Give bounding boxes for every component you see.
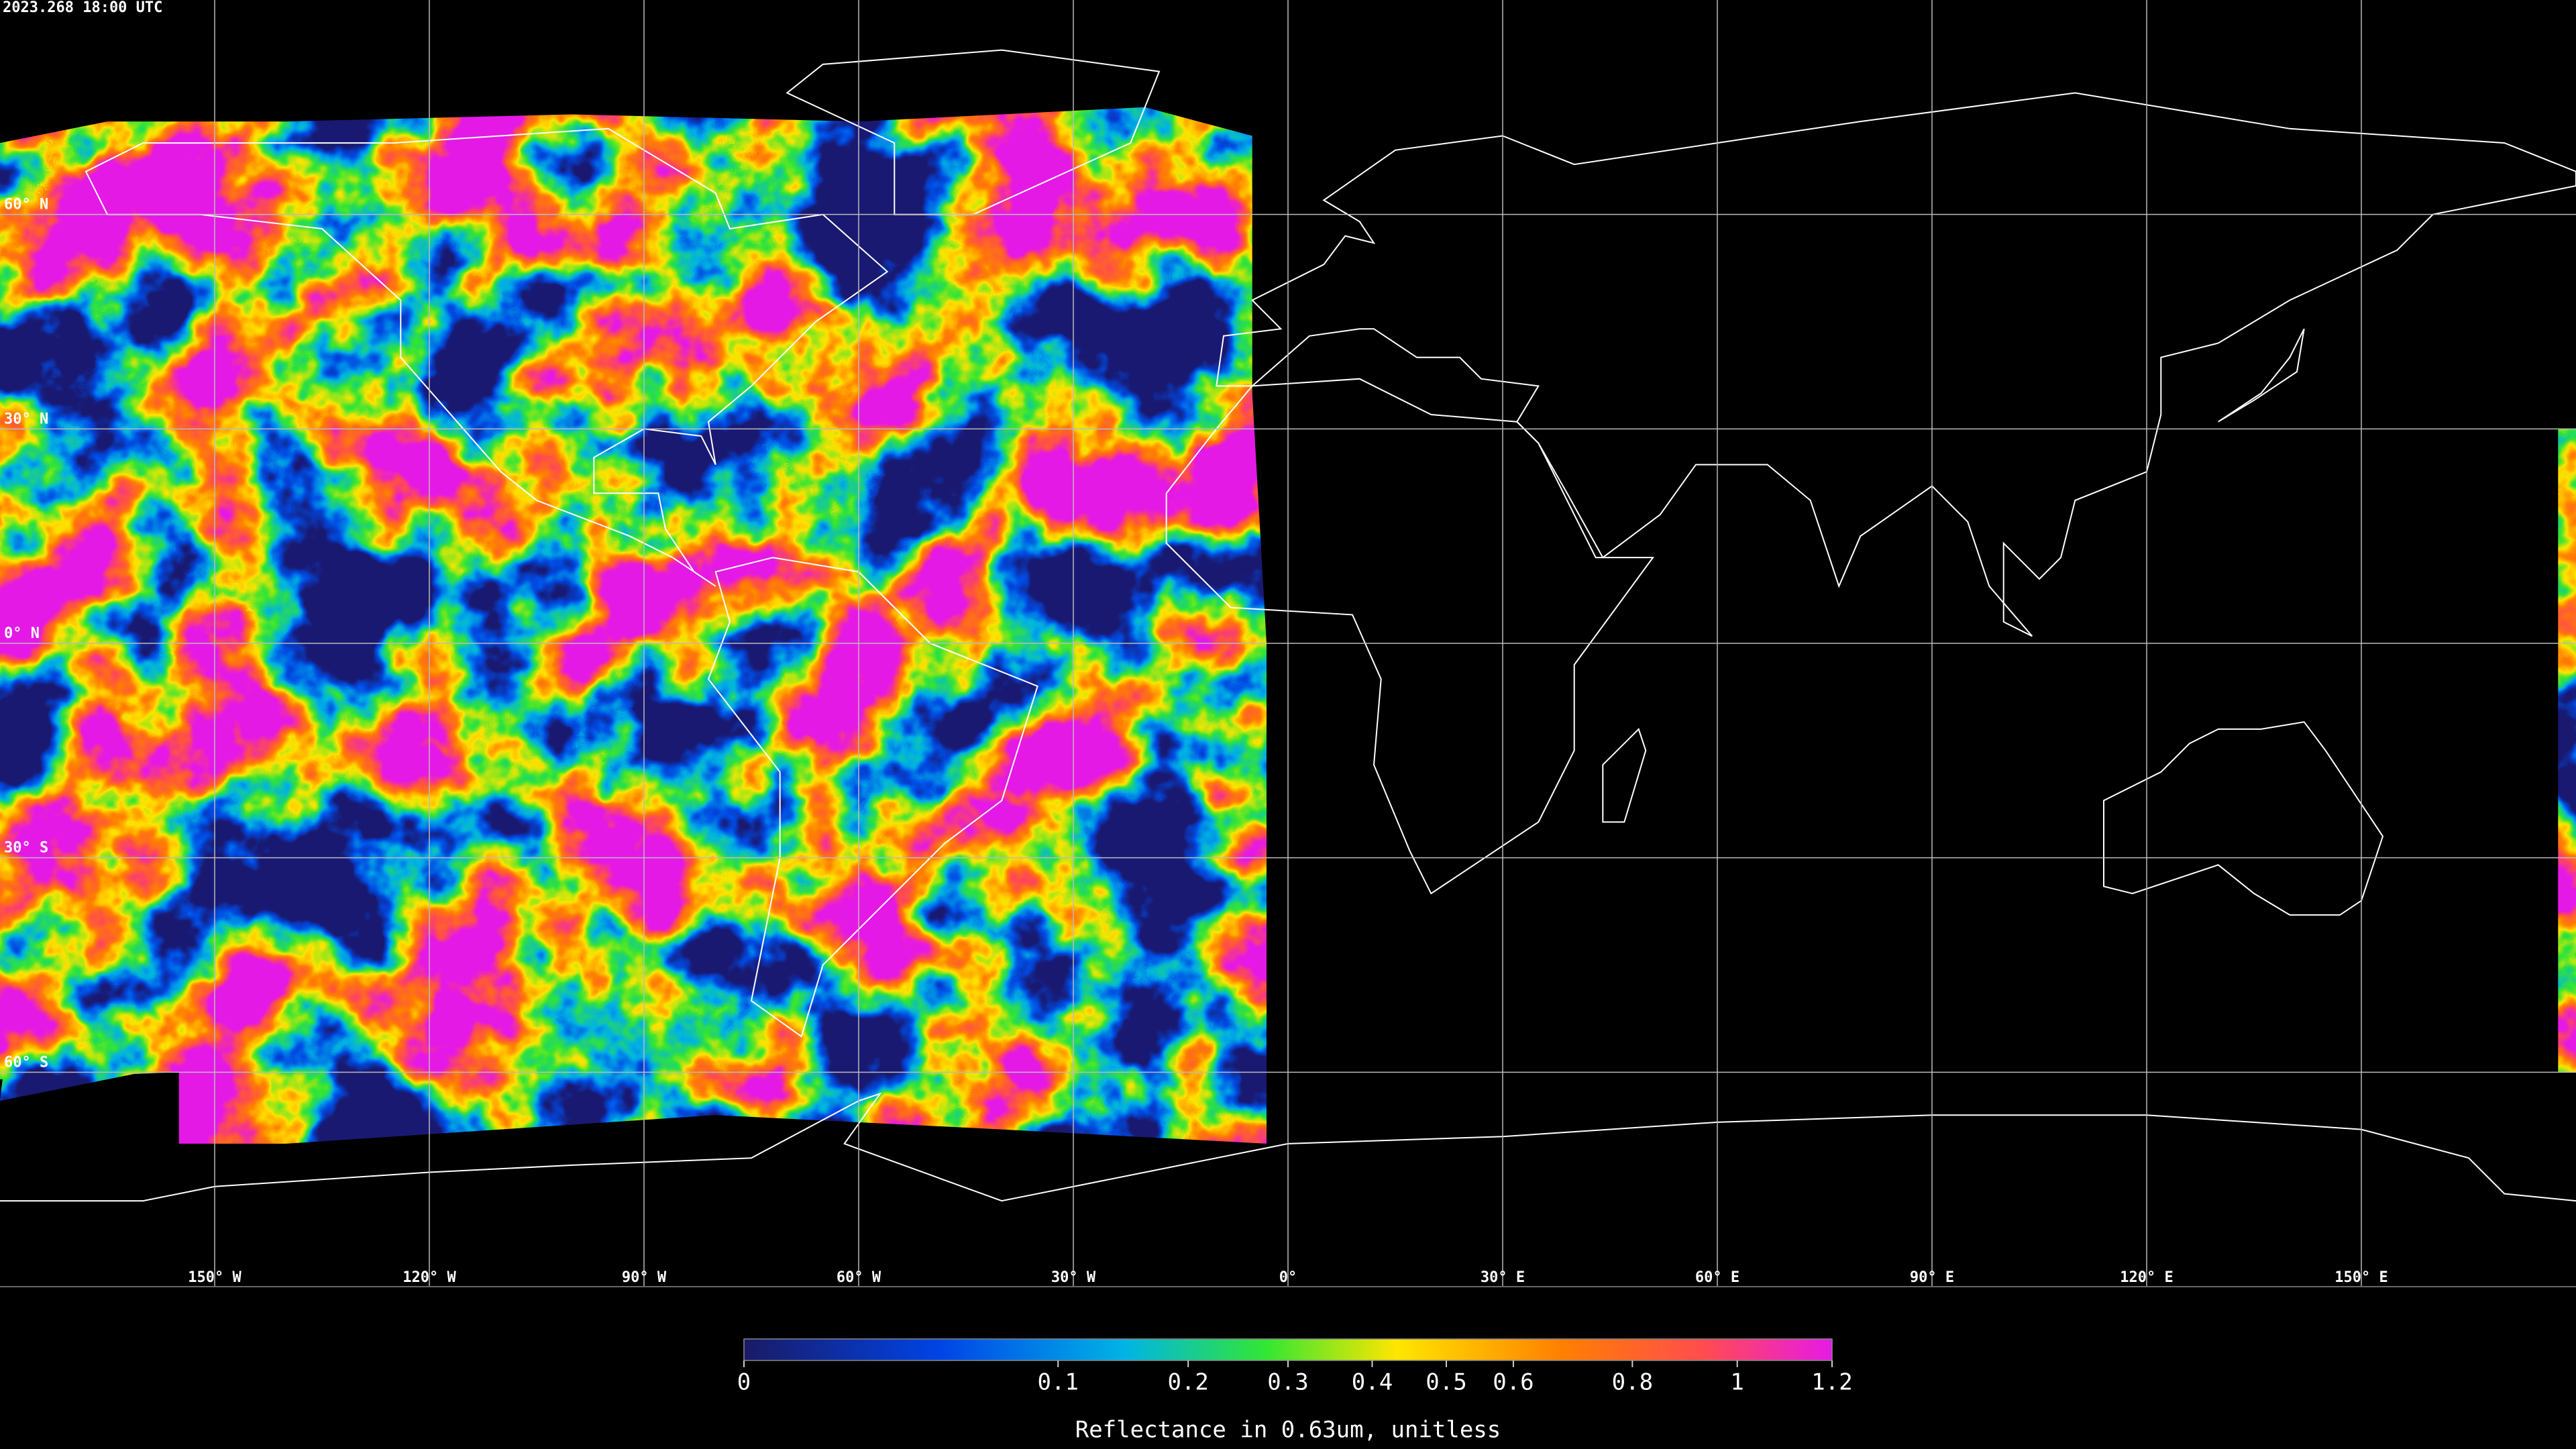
coastline bbox=[1165, 378, 1654, 895]
longitude-label: 60° W bbox=[837, 1269, 881, 1286]
colorbar-tick-label: 1 bbox=[1730, 1369, 1743, 1396]
coastline bbox=[707, 557, 1038, 1038]
longitude-label: 60° E bbox=[1695, 1269, 1739, 1286]
latitude-label: 60° S bbox=[4, 1054, 48, 1071]
coastline bbox=[85, 127, 889, 587]
longitude-label: 150° E bbox=[2334, 1269, 2387, 1286]
colorbar-label: Reflectance in 0.63um, unitless bbox=[1075, 1417, 1501, 1444]
coastline bbox=[1602, 728, 1647, 823]
latitude-label: 30° S bbox=[4, 840, 48, 857]
coastline bbox=[1216, 92, 2576, 637]
longitude-label: 0° bbox=[1279, 1269, 1297, 1286]
latitude-label: 30° N bbox=[4, 411, 48, 427]
colorbar-tick-label: 0.2 bbox=[1167, 1369, 1208, 1396]
longitude-label: 120° W bbox=[402, 1269, 456, 1286]
colorbar-ticks: 0 0.1 0.2 0.3 0.4 0.5 0.6 0.8 1 1.2 bbox=[737, 1360, 1853, 1396]
longitude-label: 150° W bbox=[188, 1269, 241, 1286]
coastline bbox=[2103, 721, 2384, 916]
longitude-label: 30° E bbox=[1481, 1269, 1525, 1286]
colorbar-tick-label: 0.5 bbox=[1426, 1369, 1466, 1396]
colorbar-tick-label: 0 bbox=[737, 1369, 751, 1396]
colorbar-tick-label: 0.4 bbox=[1352, 1369, 1393, 1396]
colorbar bbox=[743, 1338, 1833, 1361]
latitude-label: 0° N bbox=[4, 625, 40, 642]
coastline bbox=[2218, 328, 2305, 423]
longitude-label: 30° W bbox=[1051, 1269, 1096, 1286]
title: 2023.268 18:00 UTC bbox=[3, 0, 162, 16]
latitude-label: 60° N bbox=[4, 197, 48, 213]
longitude-label: 90° W bbox=[622, 1269, 667, 1286]
longitude-label: 120° E bbox=[2120, 1269, 2173, 1286]
colorbar-tick-label: 0.8 bbox=[1612, 1369, 1653, 1396]
longitude-label: 90° E bbox=[1910, 1269, 1954, 1286]
colorbar-tick-label: 1.2 bbox=[1811, 1369, 1852, 1396]
colorbar-tick-label: 0.3 bbox=[1267, 1369, 1308, 1396]
colorbar-tick-label: 0.1 bbox=[1038, 1369, 1079, 1396]
graticule: 60° N 30° N 0° N 30° S 60° S 150° W 120° W 90° … bbox=[0, 0, 2576, 1287]
colorbar-tick-label: 0.6 bbox=[1493, 1369, 1534, 1396]
